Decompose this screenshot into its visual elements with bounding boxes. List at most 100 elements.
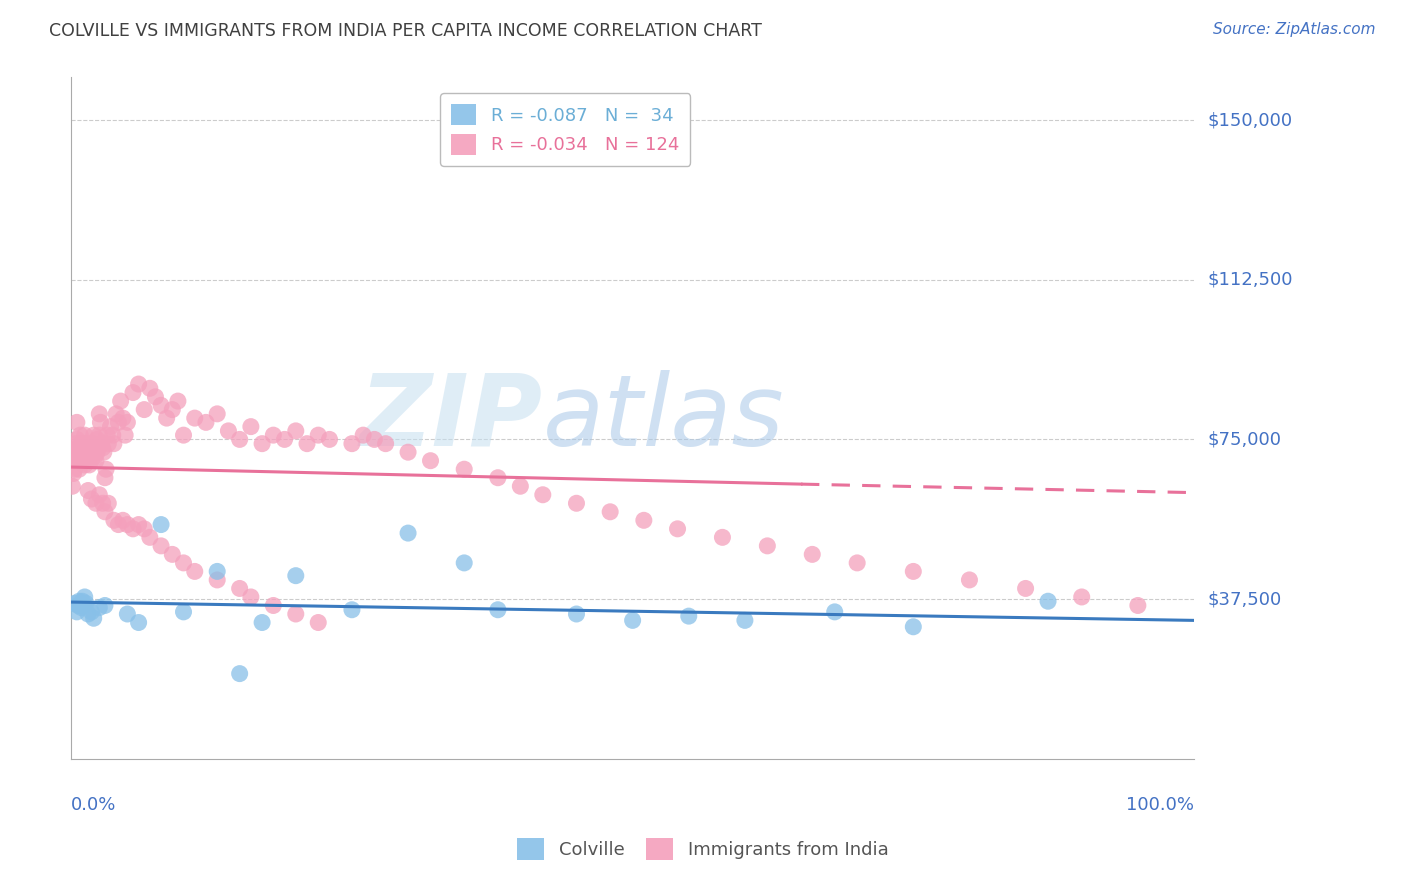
Immigrants from India — [69, 441, 91, 455]
Immigrants from India — [100, 419, 122, 434]
Immigrants from India — [70, 436, 93, 450]
Immigrants from India — [72, 450, 94, 464]
Immigrants from India — [128, 517, 150, 532]
Colville — [173, 605, 195, 619]
Colville — [150, 517, 173, 532]
Immigrants from India — [73, 458, 96, 472]
Immigrants from India — [139, 530, 162, 544]
Immigrants from India — [107, 517, 129, 532]
Immigrants from India — [273, 433, 295, 447]
Immigrants from India — [363, 433, 385, 447]
Immigrants from India — [117, 416, 139, 430]
Colville — [117, 607, 139, 621]
Immigrants from India — [134, 522, 156, 536]
Immigrants from India — [167, 394, 190, 409]
Text: Source: ZipAtlas.com: Source: ZipAtlas.com — [1212, 22, 1375, 37]
Immigrants from India — [239, 590, 262, 604]
Immigrants from India — [69, 428, 91, 442]
Immigrants from India — [67, 462, 90, 476]
Immigrants from India — [72, 453, 94, 467]
Immigrants from India — [66, 445, 89, 459]
Immigrants from India — [86, 433, 108, 447]
Immigrants from India — [111, 513, 134, 527]
Immigrants from India — [101, 428, 124, 442]
Immigrants from India — [903, 565, 925, 579]
Immigrants from India — [87, 441, 110, 455]
Immigrants from India — [145, 390, 167, 404]
Immigrants from India — [84, 453, 107, 467]
Immigrants from India — [114, 428, 136, 442]
Immigrants from India — [76, 441, 98, 455]
Immigrants from India — [307, 615, 329, 630]
Immigrants from India — [103, 436, 125, 450]
Colville — [824, 605, 846, 619]
Colville — [678, 609, 700, 624]
Immigrants from India — [82, 436, 104, 450]
Immigrants from India — [65, 453, 87, 467]
Immigrants from India — [73, 428, 96, 442]
Text: $37,500: $37,500 — [1208, 591, 1282, 608]
Text: ZIP: ZIP — [360, 369, 543, 467]
Immigrants from India — [72, 436, 94, 450]
Immigrants from India — [205, 573, 228, 587]
Immigrants from India — [453, 462, 475, 476]
Immigrants from India — [79, 450, 101, 464]
Immigrants from India — [846, 556, 869, 570]
Immigrants from India — [374, 436, 396, 450]
Immigrants from India — [91, 496, 114, 510]
Immigrants from India — [122, 385, 145, 400]
Colville — [89, 600, 111, 615]
Immigrants from India — [184, 411, 207, 425]
Text: 0.0%: 0.0% — [72, 797, 117, 814]
Immigrants from India — [599, 505, 621, 519]
Immigrants from India — [77, 458, 100, 472]
Immigrants from India — [83, 441, 105, 455]
Immigrants from India — [84, 496, 107, 510]
Colville — [486, 603, 509, 617]
Immigrants from India — [173, 556, 195, 570]
Immigrants from India — [105, 407, 128, 421]
Colville — [903, 620, 925, 634]
Text: 100.0%: 100.0% — [1126, 797, 1194, 814]
Immigrants from India — [194, 416, 217, 430]
Immigrants from India — [77, 483, 100, 498]
Immigrants from India — [73, 445, 96, 459]
Immigrants from India — [75, 441, 97, 455]
Immigrants from India — [162, 402, 184, 417]
Immigrants from India — [103, 513, 125, 527]
Legend: Colville, Immigrants from India: Colville, Immigrants from India — [510, 830, 896, 867]
Immigrants from India — [1126, 599, 1149, 613]
Immigrants from India — [77, 445, 100, 459]
Immigrants from India — [139, 381, 162, 395]
Colville — [72, 599, 94, 613]
Colville — [205, 565, 228, 579]
Immigrants from India — [62, 467, 84, 481]
Immigrants from India — [89, 416, 111, 430]
Immigrants from India — [756, 539, 779, 553]
Immigrants from India — [66, 416, 89, 430]
Colville — [77, 607, 100, 621]
Colville — [72, 594, 94, 608]
Colville — [73, 590, 96, 604]
Immigrants from India — [262, 428, 284, 442]
Immigrants from India — [84, 441, 107, 455]
Text: $150,000: $150,000 — [1208, 111, 1292, 129]
Immigrants from India — [89, 428, 111, 442]
Immigrants from India — [110, 394, 132, 409]
Immigrants from India — [307, 428, 329, 442]
Immigrants from India — [228, 433, 250, 447]
Immigrants from India — [91, 441, 114, 455]
Colville — [565, 607, 588, 621]
Immigrants from India — [80, 453, 103, 467]
Immigrants from India — [90, 436, 112, 450]
Colville — [63, 596, 86, 610]
Immigrants from India — [1014, 582, 1036, 596]
Immigrants from India — [97, 496, 120, 510]
Immigrants from India — [228, 582, 250, 596]
Immigrants from India — [117, 517, 139, 532]
Colville — [1036, 594, 1059, 608]
Colville — [250, 615, 273, 630]
Colville — [67, 594, 90, 608]
Immigrants from India — [419, 453, 441, 467]
Colville — [228, 666, 250, 681]
